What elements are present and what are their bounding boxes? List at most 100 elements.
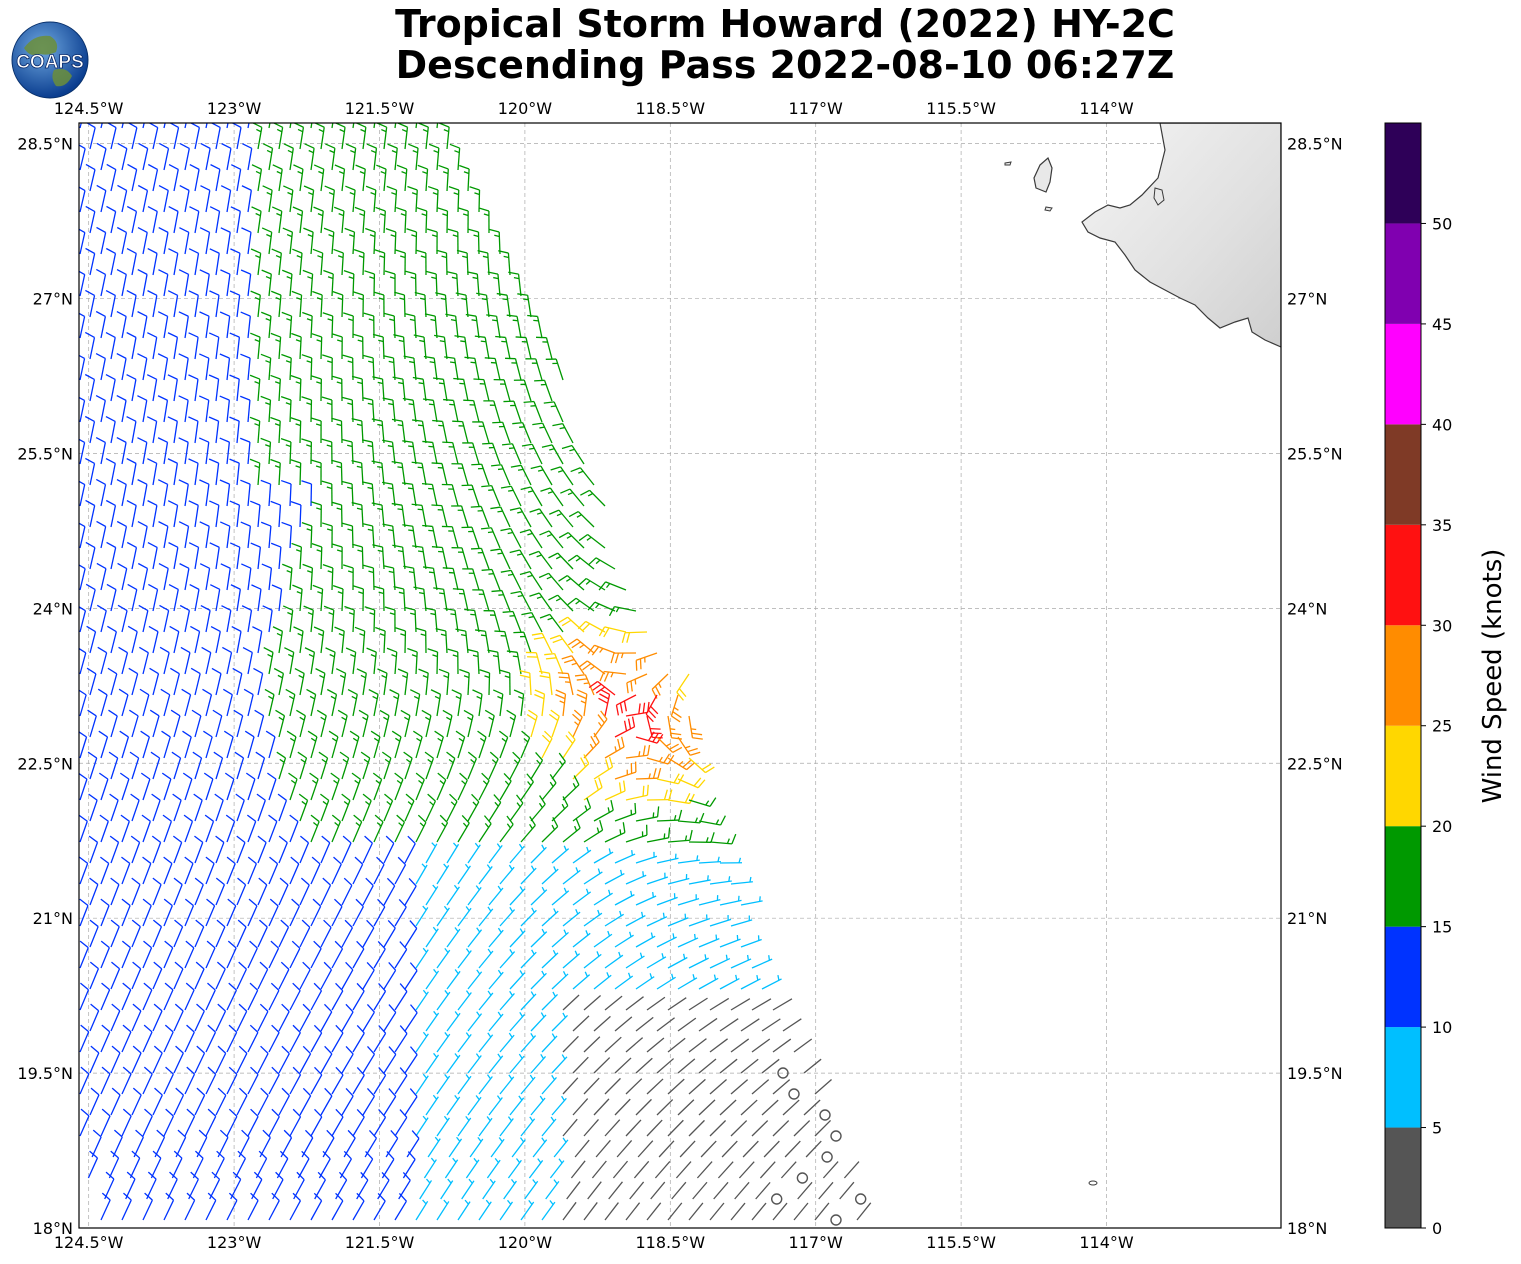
- wind-barb: [289, 940, 301, 969]
- wind-barb: [561, 655, 585, 675]
- wind-barb: [520, 816, 536, 843]
- wind-barb: [604, 1119, 621, 1137]
- wind-barb: [530, 844, 547, 864]
- wind-barb: [432, 419, 448, 444]
- wind-barb: [261, 563, 273, 591]
- wind-barb: [386, 647, 398, 675]
- wind-barb: [483, 400, 501, 423]
- wind-barb: [446, 1094, 461, 1116]
- wind-barb: [751, 1120, 769, 1137]
- wind-barb: [509, 794, 524, 822]
- wind-barb: [268, 123, 271, 129]
- wind-barb: [373, 291, 385, 318]
- wind-barb: [106, 163, 117, 192]
- wind-barb: [105, 331, 116, 360]
- wind-barb: [599, 670, 627, 682]
- wind-barb: [463, 709, 474, 738]
- wind-barb: [119, 772, 130, 801]
- wind-barb: [79, 606, 87, 633]
- wind-barb: [309, 772, 319, 801]
- wind-barb: [210, 625, 221, 654]
- wind-barb: [425, 968, 440, 990]
- wind-barb: [126, 541, 138, 570]
- wind-barb: [209, 542, 220, 570]
- wind-barb: [240, 395, 251, 423]
- colorbar-tick-label: 20: [1432, 817, 1452, 836]
- wind-barb: [364, 606, 376, 633]
- wind-barb: [635, 851, 658, 864]
- wind-barb: [95, 310, 107, 339]
- wind-barb: [363, 312, 375, 339]
- wind-barb: [352, 940, 365, 969]
- wind-barb: [700, 1140, 717, 1158]
- wind-barb: [322, 312, 334, 339]
- wind-barb: [488, 1011, 504, 1032]
- wind-barb: [614, 802, 637, 822]
- wind-barb: [280, 395, 292, 423]
- wind-barb: [455, 628, 469, 654]
- wind-barb: [598, 626, 627, 638]
- wind-barb: [310, 982, 323, 1011]
- wind-barb: [427, 648, 439, 675]
- wind-barb: [719, 1018, 739, 1032]
- wind-barb: [428, 143, 440, 171]
- wind-barb: [604, 1036, 622, 1053]
- wind-barb: [819, 1109, 831, 1121]
- wind-barb: [157, 353, 169, 381]
- wind-barb: [415, 123, 418, 129]
- wind-barb: [414, 291, 427, 318]
- wind-barb: [376, 164, 387, 192]
- colorbar-bin: [1385, 826, 1421, 927]
- wind-barb: [229, 374, 240, 402]
- wind-barb: [476, 292, 490, 318]
- wind-barb: [822, 1161, 839, 1179]
- wind-barb: [698, 1058, 717, 1074]
- wind-barb: [226, 1024, 238, 1053]
- wind-barb: [446, 927, 461, 948]
- wind-barb: [89, 961, 100, 990]
- wind-barb: [397, 123, 409, 150]
- wind-barb: [234, 751, 245, 780]
- wind-barb: [412, 419, 427, 444]
- wind-barb: [478, 906, 494, 927]
- wind-barb: [157, 311, 169, 339]
- wind-barb: [404, 1046, 418, 1074]
- wind-barb: [468, 228, 480, 255]
- wind-barb: [510, 590, 532, 612]
- wind-barb: [402, 524, 417, 549]
- wind-barb: [312, 584, 324, 612]
- wind-barb: [301, 396, 313, 423]
- wind-barbs: [79, 123, 872, 1226]
- wind-barb: [552, 422, 574, 444]
- lon-tick-bottom: 120°W: [498, 1233, 553, 1252]
- wind-barb: [362, 523, 375, 549]
- wind-barb: [323, 269, 334, 297]
- wind-barb: [719, 895, 742, 906]
- wind-barb: [335, 668, 347, 696]
- wind-barb: [89, 1045, 100, 1074]
- wind-barb: [759, 1161, 776, 1179]
- wind-barb: [330, 772, 340, 801]
- wind-barb: [456, 249, 469, 276]
- wind-barb: [438, 164, 449, 192]
- wind-barb: [96, 604, 107, 633]
- wind-barb: [293, 164, 304, 192]
- wind-barb: [188, 374, 199, 402]
- wind-barb: [520, 773, 534, 801]
- wind-barb: [373, 1067, 387, 1095]
- wind-barb: [656, 853, 679, 864]
- wind-barb: [106, 541, 117, 570]
- wind-barb: [133, 1129, 144, 1158]
- wind-barb: [548, 709, 560, 738]
- wind-barb: [106, 583, 117, 612]
- wind-barb: [404, 606, 417, 633]
- wind-barb: [198, 437, 210, 465]
- wind-barb: [311, 501, 322, 528]
- wind-barb: [158, 184, 169, 213]
- wind-barb: [667, 829, 693, 843]
- wind-barb: [79, 1108, 90, 1137]
- wind-barb: [325, 143, 336, 171]
- colorbar-bin: [1385, 323, 1421, 425]
- wind-barb: [425, 1052, 440, 1074]
- wind-barb: [352, 333, 364, 360]
